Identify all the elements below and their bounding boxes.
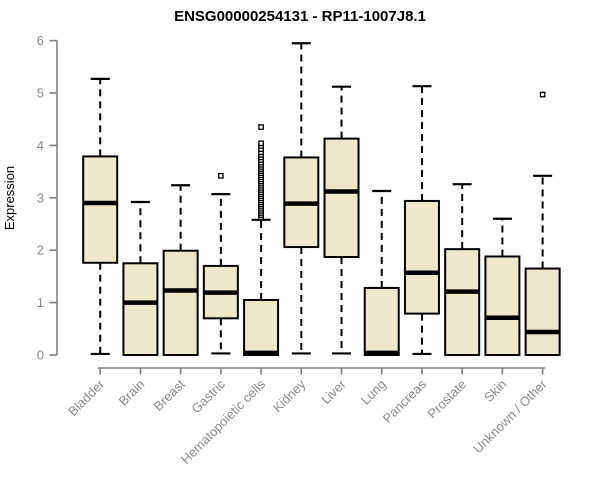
y-tick-label-2: 2 [37, 243, 44, 258]
y-axis-label: Expression [2, 166, 17, 230]
x-tick-label-bladder: Bladder [65, 376, 108, 419]
y-tick-label-0: 0 [37, 348, 44, 363]
boxplot-liver [323, 85, 360, 355]
box-prostate [444, 248, 481, 356]
boxplot-brain [122, 200, 159, 356]
chart-title: ENSG00000254131 - RP11-1007J8.1 [174, 8, 426, 25]
box-skin [484, 255, 521, 357]
x-tick-label-liver: Liver [318, 376, 349, 407]
x-tick-label-kidney: Kidney [270, 376, 309, 415]
box-liver [323, 137, 360, 259]
y-tick-label-5: 5 [37, 86, 44, 101]
x-tick-label-skin: Skin [481, 377, 509, 405]
boxplot-gastric [202, 172, 239, 355]
outlier-hematopoietic-cells [258, 124, 264, 130]
boxplot-unknown-other [524, 91, 561, 357]
box-pancreas [403, 199, 440, 315]
y-tick-label-6: 6 [37, 33, 44, 48]
boxplot-prostate [444, 183, 481, 356]
box-brain [122, 262, 159, 356]
outlier-hematopoietic-cells [258, 140, 264, 147]
x-tick-label-unknown-other: Unknown / Other [470, 376, 550, 456]
x-tick-label-brain: Brain [115, 377, 147, 409]
boxplot-skin [484, 217, 521, 357]
y-tick-label-1: 1 [37, 295, 44, 310]
boxes-layer [82, 42, 561, 357]
outlier-gastric [218, 172, 224, 179]
y-tick-label-3: 3 [37, 190, 44, 205]
box-bladder [82, 155, 119, 264]
box-lung [363, 286, 400, 357]
box-breast [162, 249, 199, 356]
x-tick-label-pancreas: Pancreas [380, 376, 430, 426]
boxplot-hematopoietic-cells [243, 124, 280, 357]
boxplot-bladder [82, 77, 119, 356]
y-axis: 0 1 2 3 4 5 6 [37, 33, 58, 363]
x-tick-label-lung: Lung [358, 377, 389, 408]
x-tick-label-breast: Breast [151, 376, 188, 413]
box-unknown-other [524, 267, 561, 357]
box-hematopoietic-cells [243, 298, 280, 357]
y-tick-label-4: 4 [37, 138, 44, 153]
x-tick-label-prostate: Prostate [424, 377, 469, 422]
x-tick-label-gastric: Gastric [188, 376, 228, 416]
boxplot-pancreas [403, 85, 440, 356]
outlier-unknown-other [539, 91, 546, 98]
boxplot-kidney [283, 42, 320, 355]
boxplot-breast [162, 184, 199, 356]
boxplot-lung [363, 189, 400, 357]
